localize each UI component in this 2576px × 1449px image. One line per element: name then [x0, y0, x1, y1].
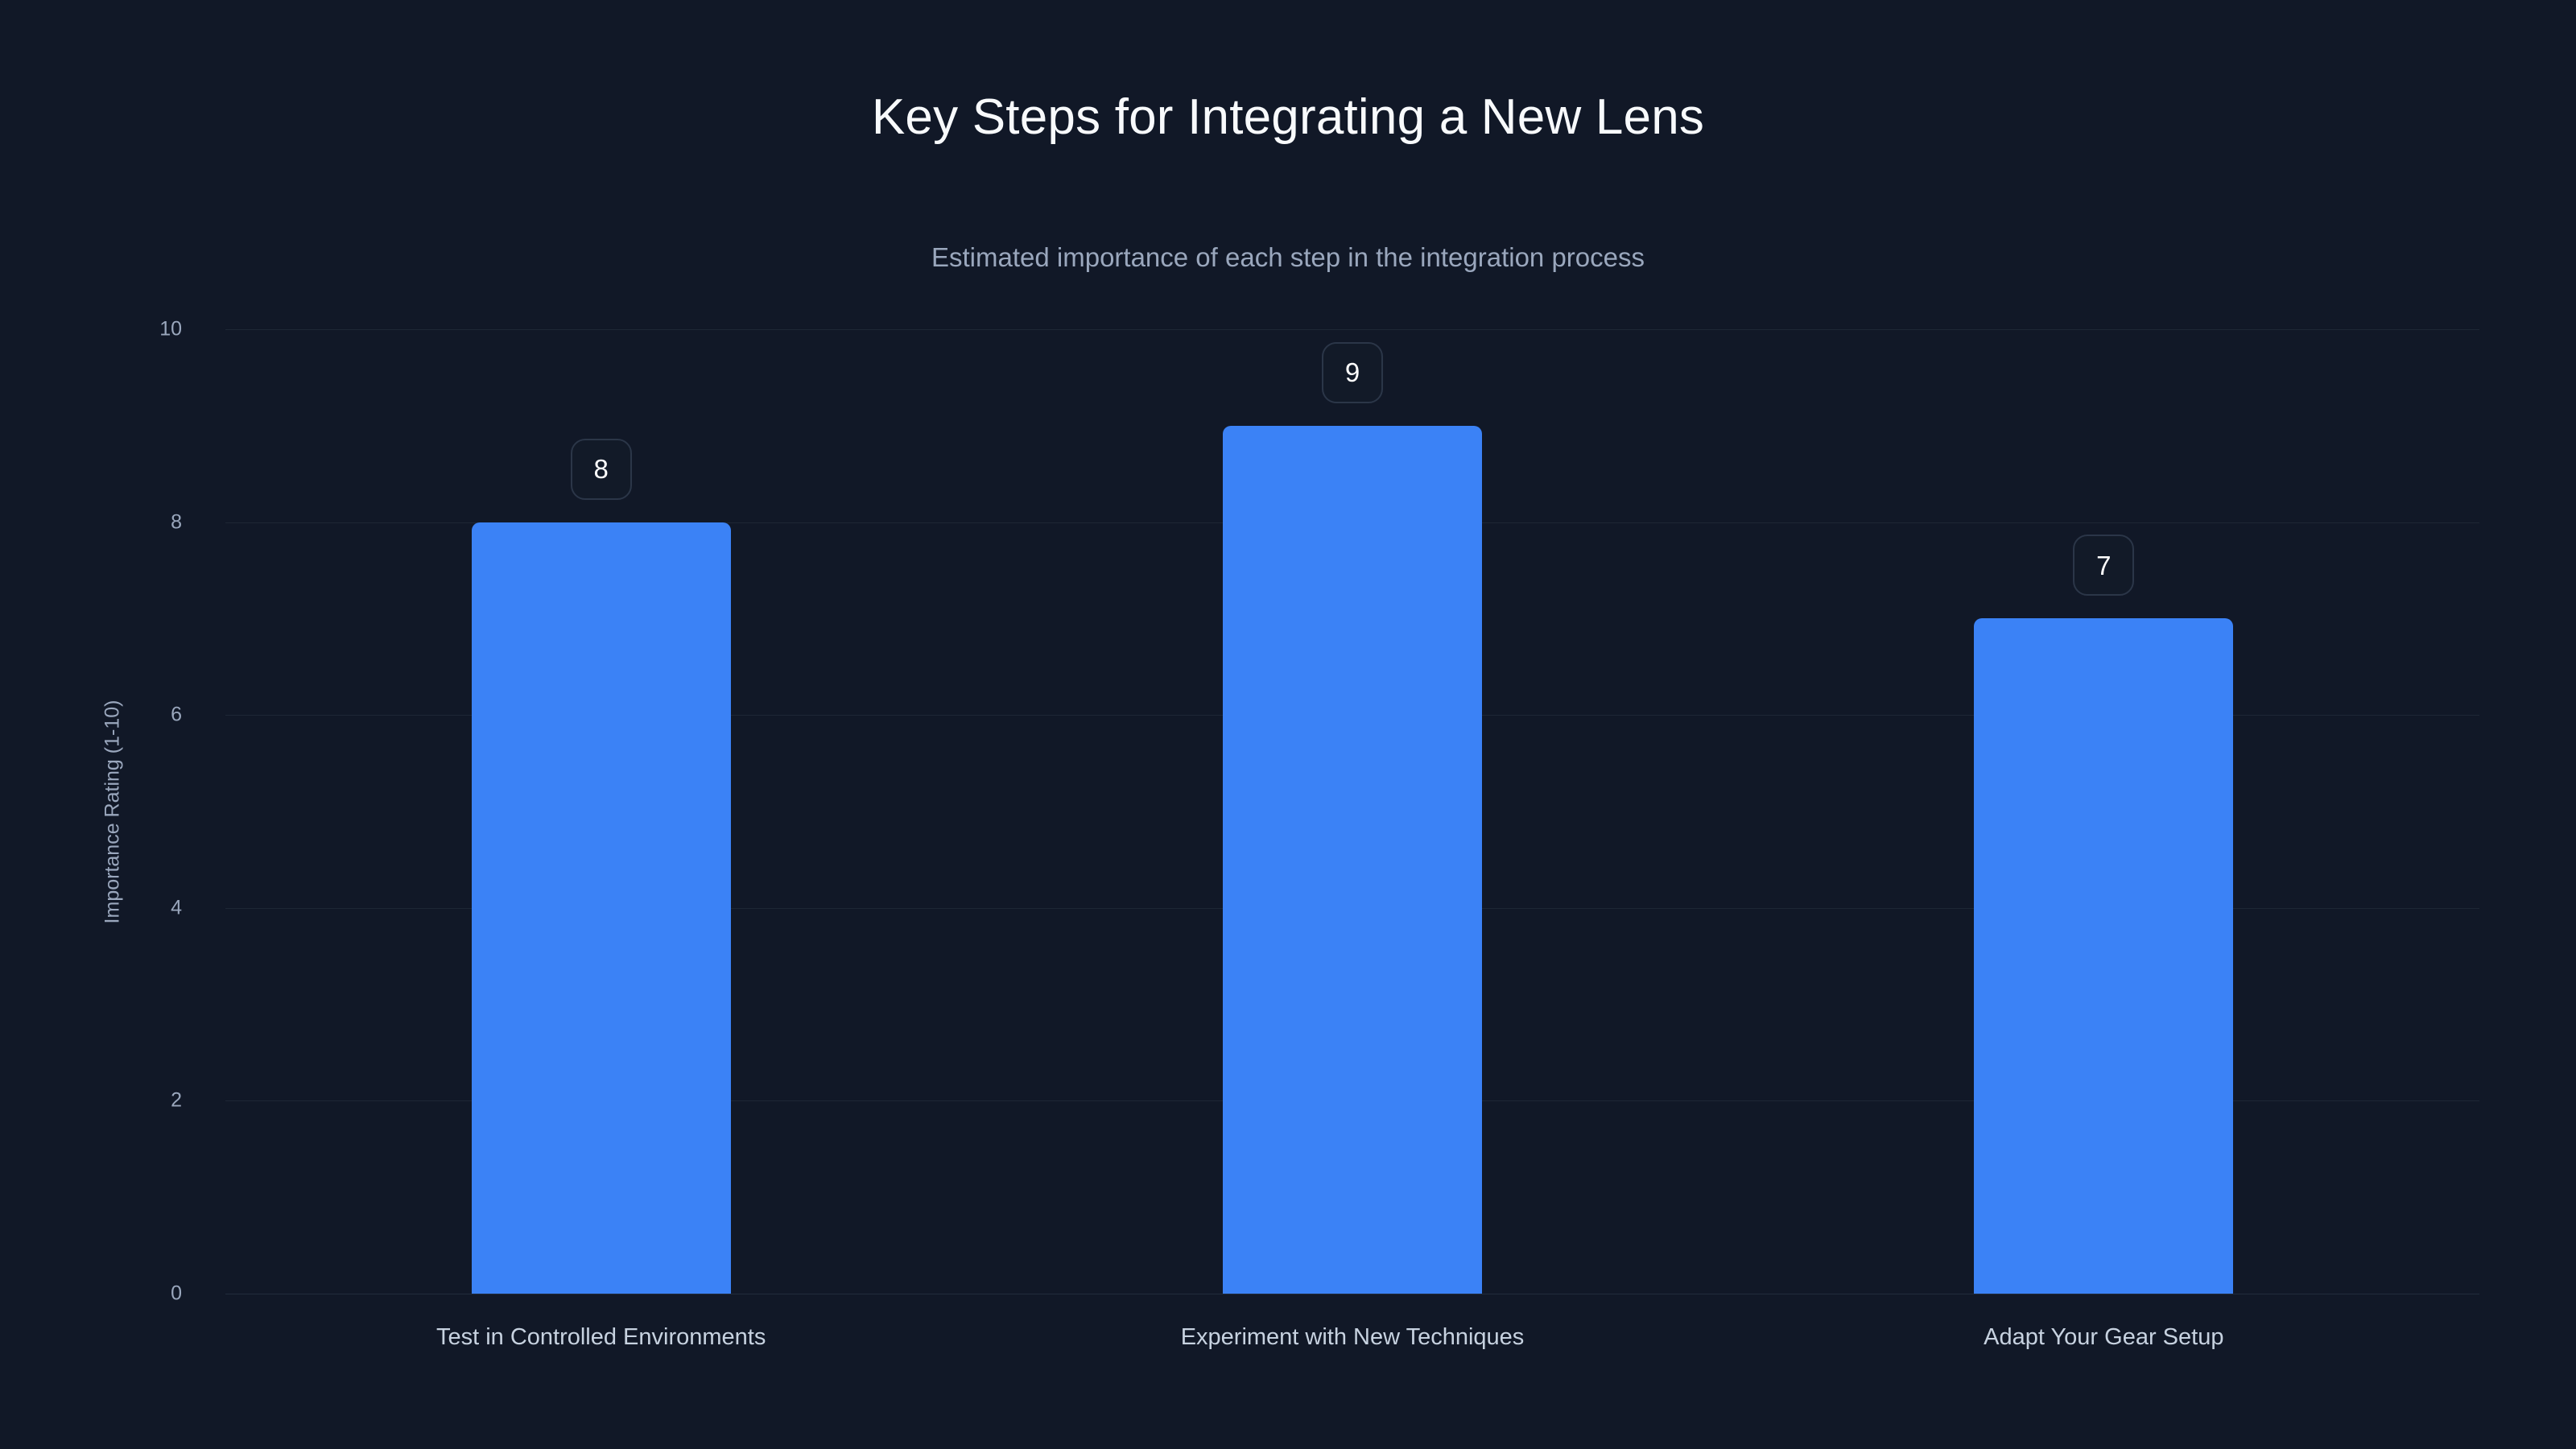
x-axis-category-label: Adapt Your Gear Setup [1984, 1324, 2224, 1350]
bars-layer: 8 9 7 [225, 329, 2479, 1294]
chart-subtitle: Estimated importance of each step in the… [931, 242, 1645, 272]
y-tick-label: 2 [171, 1088, 182, 1112]
x-axis-labels: Test in Controlled Environments Experimen… [225, 1324, 2479, 1373]
y-tick-label: 8 [171, 510, 182, 534]
y-tick-label: 4 [171, 896, 182, 919]
bar[interactable] [471, 522, 731, 1294]
bar-value-badge: 8 [570, 438, 632, 500]
bar[interactable] [1223, 425, 1482, 1294]
x-axis-category-label: Experiment with New Techniques [1180, 1324, 1525, 1350]
gridline [225, 329, 2479, 330]
y-axis-ticks: 10 8 6 4 2 0 [0, 318, 198, 1305]
y-tick-label: 0 [171, 1282, 182, 1305]
bar-slot [471, 329, 731, 1294]
bar-value-badge: 7 [2073, 535, 2135, 597]
chart-title: Key Steps for Integrating a New Lens [871, 89, 1705, 145]
y-tick-label: 10 [159, 317, 182, 341]
bar[interactable] [1974, 618, 2234, 1294]
bar-slot [1974, 329, 2234, 1294]
x-axis-category-label: Test in Controlled Environments [436, 1324, 766, 1350]
bar-slot [1223, 329, 1482, 1294]
y-tick-label: 6 [171, 703, 182, 726]
bar-value-badge: 9 [1322, 341, 1383, 403]
